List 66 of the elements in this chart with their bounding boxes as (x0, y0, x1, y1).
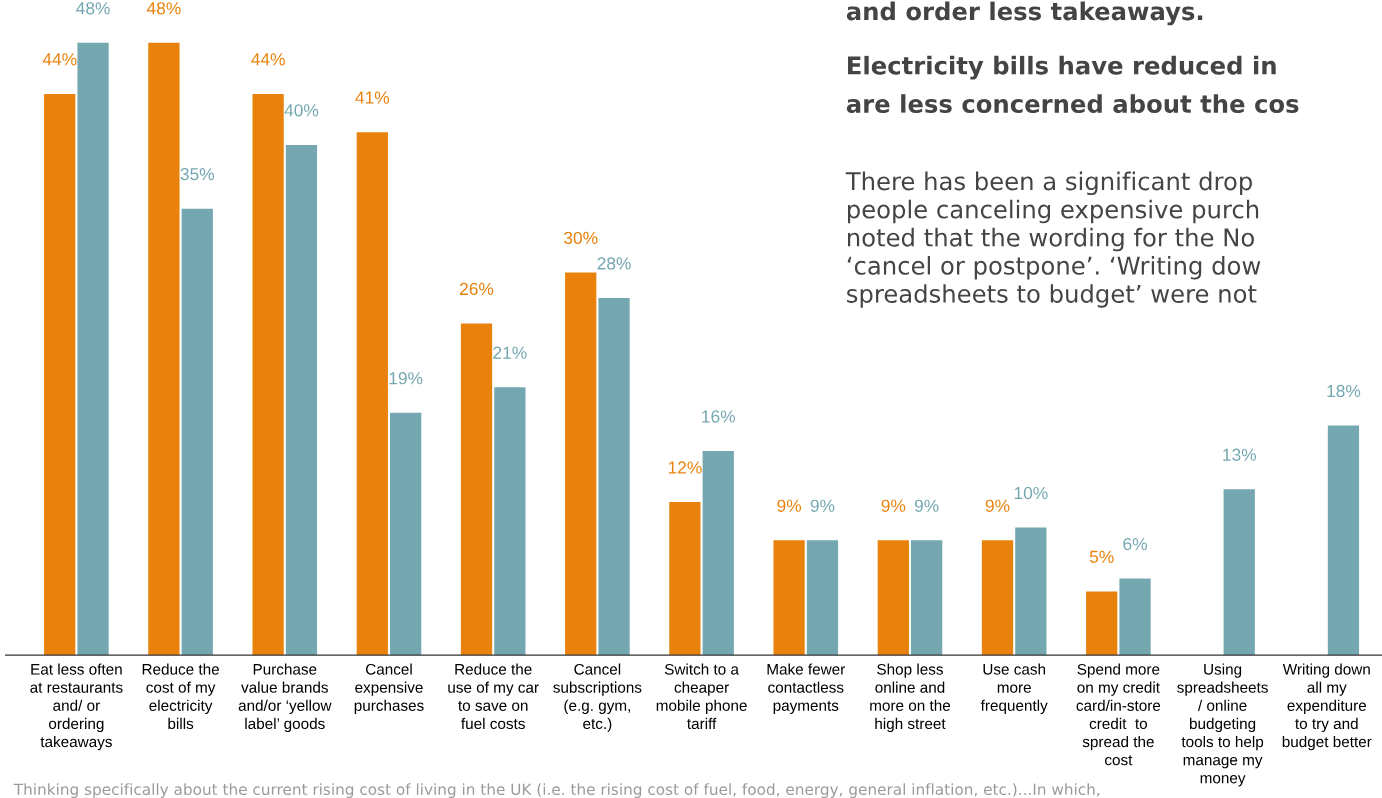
bar (356, 132, 388, 656)
x-tick-label: Shop less online and more on the high street (870, 663, 951, 733)
data-label: 12% (668, 461, 702, 474)
bar (1086, 591, 1118, 656)
data-label: 21% (493, 346, 527, 359)
data-label: 28% (597, 257, 631, 270)
bar (148, 42, 180, 656)
bar (806, 540, 839, 656)
x-tick-label: Cancel expensive purchases (354, 663, 424, 714)
bar (77, 42, 109, 656)
bar (460, 323, 493, 656)
x-tick-label: Reduce the cost of my electricity bills (142, 663, 219, 730)
data-label: 16% (702, 410, 736, 423)
data-label: 41% (355, 91, 390, 104)
annotation: are less concerned about the cos (846, 94, 1299, 113)
data-label: 6% (1123, 537, 1147, 551)
bar (1327, 425, 1360, 656)
data-label: 35% (180, 167, 215, 181)
data-label: 18% (1327, 384, 1361, 398)
x-tick-label: Use cash more frequently (980, 663, 1048, 714)
bar (1119, 578, 1151, 656)
x-tick-label: Spend more on my credit card/in-store credit to spread the cost (1076, 663, 1161, 766)
data-label: 48% (146, 2, 181, 15)
bar (669, 502, 701, 656)
data-label: 13% (1223, 448, 1256, 461)
x-tick-label: Switch to a cheaper mobile phone tariff (656, 663, 747, 730)
x-tick-label: Reduce the use of my car to save on fuel costs (448, 663, 539, 730)
bar (877, 540, 909, 656)
annotation: Electricity bills have reduced in (848, 55, 1276, 80)
x-tick-label: Purchase value brands and/or ‘yellow label’ goods (238, 663, 332, 733)
x-tick-label: Using spreadsheets / online budgeting tools to help manage my money (1177, 663, 1268, 787)
data-label: 44% (42, 53, 77, 66)
bar (565, 272, 597, 656)
bar (390, 412, 422, 656)
bar (494, 387, 526, 656)
x-tick-label: Make fewer contactless payments (767, 663, 846, 714)
data-label: 40% (284, 104, 319, 117)
bar (981, 540, 1014, 656)
annotation: There has been a significant drop people canceling expensive purch noted that the wording for the No ‘cancel or postpone’. ‘Writing dow spreadsheets to budget’ were not (845, 171, 1261, 308)
text: and order less takeaways. (846, 1, 1203, 26)
bar (1223, 489, 1255, 656)
bar (252, 93, 284, 656)
text: Thinking specifically about the current rising cost of living in the UK (i.e. the rising cost of fuel, food, energy, general inflation, etc.)...In which, (13, 783, 1100, 798)
data-label: 9% (810, 499, 835, 512)
data-label: 9% (881, 499, 906, 512)
data-label: 19% (389, 372, 423, 385)
bar (181, 208, 213, 656)
data-label: 48% (76, 2, 110, 15)
x-tick-label: Writing down all my expenditure to try and budget better (1282, 663, 1372, 751)
data-label: 9% (914, 499, 939, 512)
bar (702, 451, 734, 656)
bar (44, 93, 76, 656)
data-label: 44% (251, 53, 285, 66)
bar (911, 540, 943, 656)
data-label: 9% (777, 499, 802, 512)
data-label: 9% (985, 499, 1010, 512)
x-tick-label: Cancel subscriptions (e.g. gym, etc.) (553, 663, 642, 733)
x-tick-label: Eat less often at restaurants and/ or ordering takeaways (30, 663, 123, 751)
bar (598, 297, 630, 656)
data-label: 30% (564, 231, 598, 245)
bar (1015, 527, 1047, 656)
bar (285, 144, 318, 656)
data-label: 26% (460, 282, 494, 296)
data-label: 5% (1089, 550, 1114, 563)
bar (773, 540, 805, 656)
data-label: 10% (1014, 486, 1048, 500)
